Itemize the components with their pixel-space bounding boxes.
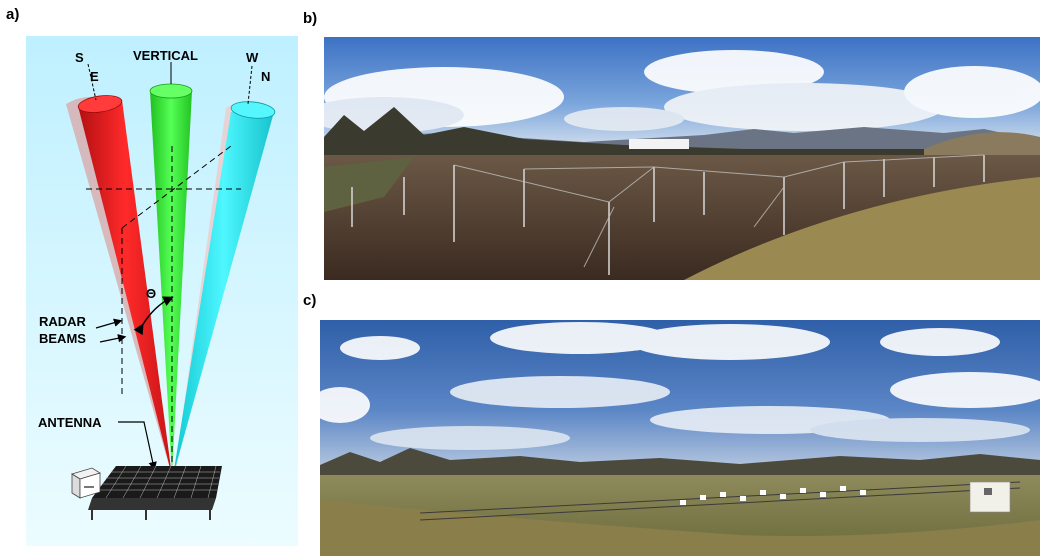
antenna-array [88, 465, 222, 520]
radar-label-line2: BEAMS [39, 331, 86, 346]
fence-c [419, 481, 1021, 521]
angle-symbol: Θ [146, 286, 156, 301]
grass-right-b [684, 177, 1040, 280]
panel-label-c: c) [303, 292, 317, 309]
antenna-wires-b [453, 154, 985, 268]
equipment-box [71, 467, 101, 499]
angle-arc [133, 296, 174, 336]
antenna-label: ANTENNA [38, 415, 102, 430]
left-beam-top [77, 95, 123, 113]
building-b [629, 139, 689, 149]
field-photo-b [324, 37, 1040, 280]
treeline-b [324, 107, 1040, 159]
antenna-markers-c [680, 486, 866, 505]
shelter-c [969, 481, 1011, 513]
foreground-slope-c [320, 500, 1040, 556]
grass-left-b [324, 157, 414, 212]
beam-label-n: N [261, 69, 270, 84]
label-dashed-right [247, 65, 253, 105]
radar-label-line1: RADAR [39, 314, 87, 329]
right-beam-top [230, 101, 276, 119]
beam-label-s: S [75, 50, 84, 65]
right-radar-beam [173, 112, 274, 476]
clouds-c [320, 322, 1040, 450]
diagonal-dashed-line [121, 145, 232, 229]
beam-label-e: E [90, 69, 99, 84]
antenna-poles-b [351, 155, 985, 275]
clouds-b [324, 50, 1040, 133]
radar-arrow-1 [95, 318, 123, 329]
panel-label-b: b) [303, 10, 318, 27]
radar-beam-diagram: Θ S E VERTICAL W N RADAR BEAMS ANTENNA [26, 36, 298, 546]
label-dashed-left [87, 63, 97, 101]
panel-label-a: a) [6, 6, 20, 23]
left-radar-beam [78, 100, 172, 476]
antenna-pointer [118, 421, 157, 471]
beam-label-w: W [246, 50, 259, 65]
beam-label-vertical: VERTICAL [133, 48, 198, 63]
radar-arrow-2 [99, 334, 127, 343]
left-beam-shadow [66, 96, 172, 477]
vertical-beam-top [149, 83, 193, 99]
hill-right-b [924, 132, 1040, 162]
treeline-c [320, 448, 1040, 478]
field-photo-c [320, 320, 1040, 556]
vertical-radar-beam [150, 91, 192, 476]
